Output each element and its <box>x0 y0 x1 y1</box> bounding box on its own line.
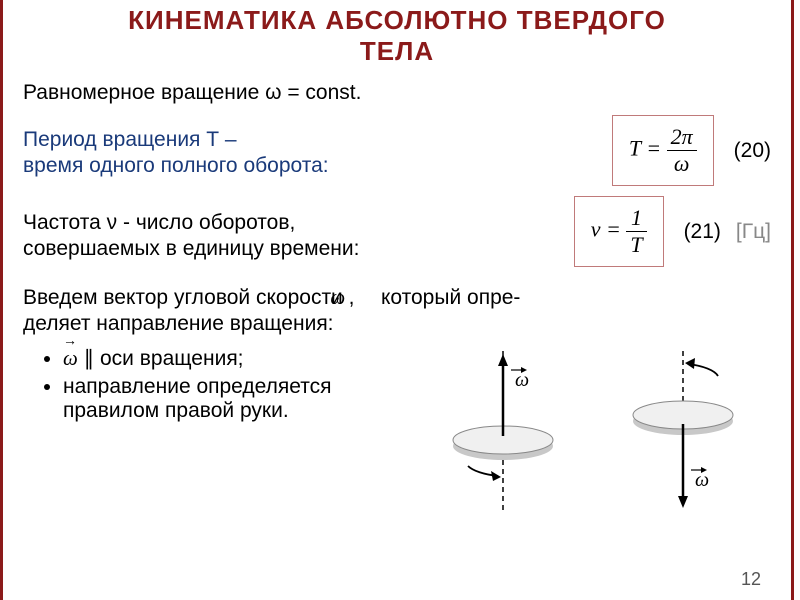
eq21-number: (21) <box>684 220 721 244</box>
eq20-number: (20) <box>734 139 771 163</box>
omega-vec-icon: ω <box>63 346 78 371</box>
eq21-den: T <box>626 232 646 258</box>
eq21-frac: 1 T <box>626 205 646 258</box>
disc-right-icon: ω <box>623 346 743 516</box>
eq21-eq: = <box>606 217 626 242</box>
freq-line2: совершаемых в единицу времени: <box>23 237 574 261</box>
bullet-2: направление определяется правилом правой… <box>63 375 443 423</box>
omega-inline: ω <box>330 285 345 309</box>
eq20-num: 2π <box>667 124 697 151</box>
disc-left-icon: ω <box>443 346 563 516</box>
vec-l1a: Введем вектор угловой скорости , <box>23 286 354 309</box>
eq20-eq: = <box>646 136 666 161</box>
eq21-num: 1 <box>626 205 646 232</box>
period-text-block: Период вращения Т – время одного полного… <box>23 124 612 178</box>
eq21-lhs: ν <box>591 217 601 242</box>
bullet1-text: ∥ оси вращения; <box>84 347 244 370</box>
period-line2: время одного полного оборота: <box>23 154 612 178</box>
formula-21-box: ν = 1 T <box>574 196 664 267</box>
bullet-1: ω ∥ оси вращения; <box>63 346 443 371</box>
vec-l1b: который опре- <box>381 286 520 309</box>
page-number: 12 <box>741 569 761 590</box>
slide-frame: КИНЕМАТИКА АБСОЛЮТНО ТВЕРДОГО ТЕЛА Равно… <box>0 0 794 600</box>
eq20-frac: 2π ω <box>667 124 697 177</box>
bullet2b: правилом правой руки. <box>63 399 289 422</box>
vector-line2: деляет направление вращения: <box>23 312 771 336</box>
formula-20-box: T = 2π ω <box>612 115 714 186</box>
period-line1: Период вращения Т – <box>23 128 612 152</box>
frequency-text-block: Частота ν - число оборотов, совершаемых … <box>23 203 574 261</box>
bottom-row: ω ∥ оси вращения; направление определяет… <box>23 336 771 516</box>
eq21-unit: [Гц] <box>736 220 771 244</box>
vector-line1: Введем вектор угловой скорости , ω котор… <box>23 285 771 310</box>
eq20-den: ω <box>667 151 697 177</box>
eq20-lhs: T <box>629 136 641 161</box>
slide-title: КИНЕМАТИКА АБСОЛЮТНО ТВЕРДОГО ТЕЛА <box>23 0 771 67</box>
bullet-list: ω ∥ оси вращения; направление определяет… <box>23 346 443 495</box>
rotation-diagram: ω ω <box>443 346 743 516</box>
title-line1: КИНЕМАТИКА АБСОЛЮТНО ТВЕРДОГО <box>128 5 666 35</box>
bullet2a: направление определяется <box>63 375 332 398</box>
freq-line1: Частота ν - число оборотов, <box>23 211 574 235</box>
frequency-row: Частота ν - число оборотов, совершаемых … <box>23 196 771 267</box>
uniform-rotation-text: Равномерное вращение ω = const. <box>23 81 771 105</box>
period-row: Период вращения Т – время одного полного… <box>23 115 771 186</box>
title-line2: ТЕЛА <box>360 36 434 66</box>
